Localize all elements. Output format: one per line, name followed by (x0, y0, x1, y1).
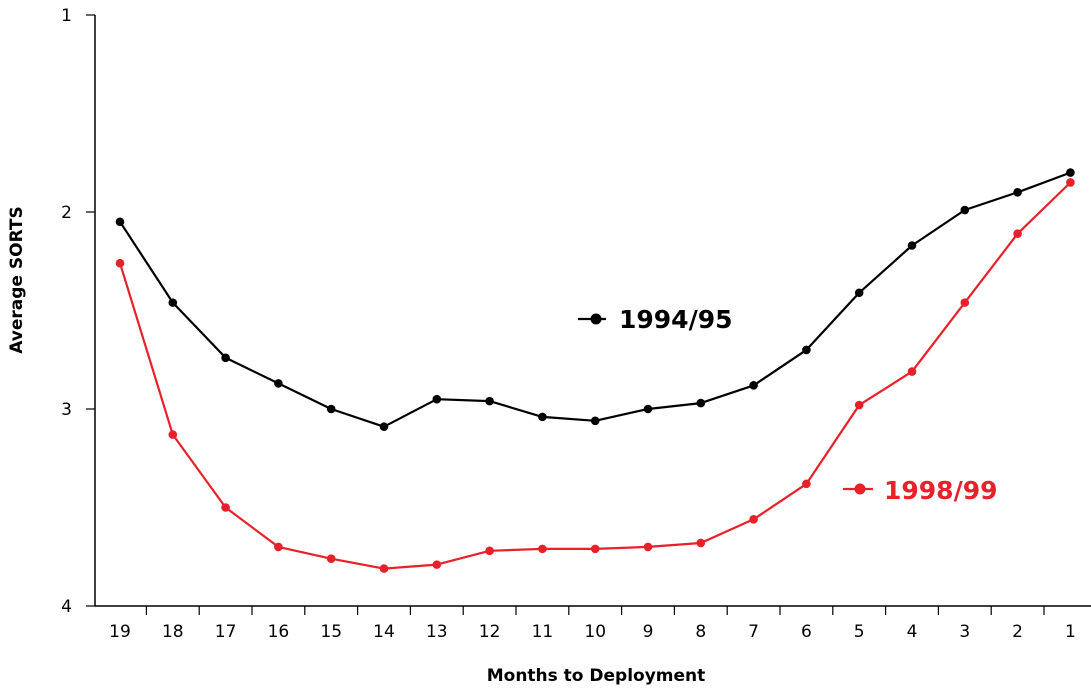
data-point (854, 400, 864, 410)
series-1998-99 (115, 178, 1075, 573)
x-ticks: 19 18 17 16 15 14 13 12 11 10 9 8 7 6 5 4 3 2 1 (109, 606, 1076, 642)
y-tick-label: 4 (61, 597, 72, 617)
data-point (432, 394, 442, 404)
data-point (960, 205, 970, 215)
legend-swatch-marker (590, 313, 602, 325)
x-axis-title: Months to Deployment (487, 666, 706, 686)
data-point (749, 381, 758, 390)
x-tick-label: 3 (959, 622, 970, 642)
x-tick-label: 18 (162, 622, 184, 642)
series-layer (115, 168, 1075, 573)
x-tick-label: 11 (532, 622, 554, 642)
data-point (1066, 178, 1075, 187)
data-point (538, 544, 547, 554)
data-point (590, 416, 600, 426)
y-tick-label: 1 (61, 6, 72, 26)
data-point (326, 554, 336, 564)
data-point (907, 241, 917, 250)
axes (94, 15, 1091, 607)
data-point (115, 258, 125, 268)
data-point (854, 288, 864, 298)
data-point (168, 430, 178, 439)
x-tick-label: 14 (373, 622, 395, 642)
data-point (221, 503, 230, 512)
data-point (432, 560, 442, 569)
data-point (379, 422, 389, 432)
y-tick-label: 2 (61, 203, 72, 223)
data-point (802, 345, 811, 355)
x-tick-label: 4 (907, 622, 918, 642)
data-point (1013, 188, 1022, 197)
x-tick-label: 8 (695, 622, 706, 642)
data-point (696, 538, 706, 548)
data-point (1013, 229, 1022, 238)
x-tick-label: 10 (584, 622, 606, 642)
x-tick-label: 7 (748, 622, 759, 642)
data-point (749, 515, 758, 524)
y-ticks: 1 2 3 4 (61, 6, 95, 617)
y-axis-title: Average SORTS (7, 206, 27, 354)
data-point (643, 404, 653, 414)
legend-swatch-marker (854, 483, 866, 495)
legend-label: 1994/95 (619, 305, 733, 334)
x-tick-label: 19 (109, 622, 131, 642)
data-point (485, 396, 494, 406)
data-point (274, 379, 283, 388)
x-tick-label: 9 (643, 622, 654, 642)
data-point (907, 367, 917, 376)
legend-label: 1998/99 (884, 476, 998, 505)
data-point (379, 564, 389, 573)
data-point (643, 542, 653, 552)
x-tick-label: 6 (801, 622, 812, 642)
data-point (802, 479, 811, 489)
data-point (485, 546, 494, 556)
x-tick-label: 2 (1012, 622, 1023, 642)
data-point (274, 542, 283, 552)
x-tick-label: 16 (268, 622, 290, 642)
x-tick-label: 17 (215, 622, 237, 642)
y-tick-label: 3 (61, 400, 72, 420)
x-tick-label: 5 (854, 622, 865, 642)
legend-item-1998-99: 1998/99 (843, 476, 998, 505)
data-point (115, 217, 125, 227)
data-point (590, 544, 600, 554)
legend-item-1994-95: 1994/95 (578, 305, 733, 334)
x-tick-label: 12 (479, 622, 501, 642)
x-tick-label: 15 (320, 622, 342, 642)
series-1994-95 (115, 168, 1075, 432)
data-point (326, 404, 336, 414)
data-point (221, 353, 230, 363)
data-point (696, 398, 706, 408)
data-point (538, 412, 547, 422)
data-point (960, 298, 970, 307)
data-point (168, 298, 178, 307)
legend: 1994/95 1998/99 (578, 305, 998, 505)
x-tick-label: 13 (426, 622, 448, 642)
data-point (1066, 168, 1075, 177)
series-line (119, 171, 1071, 428)
x-tick-label: 1 (1065, 622, 1076, 642)
